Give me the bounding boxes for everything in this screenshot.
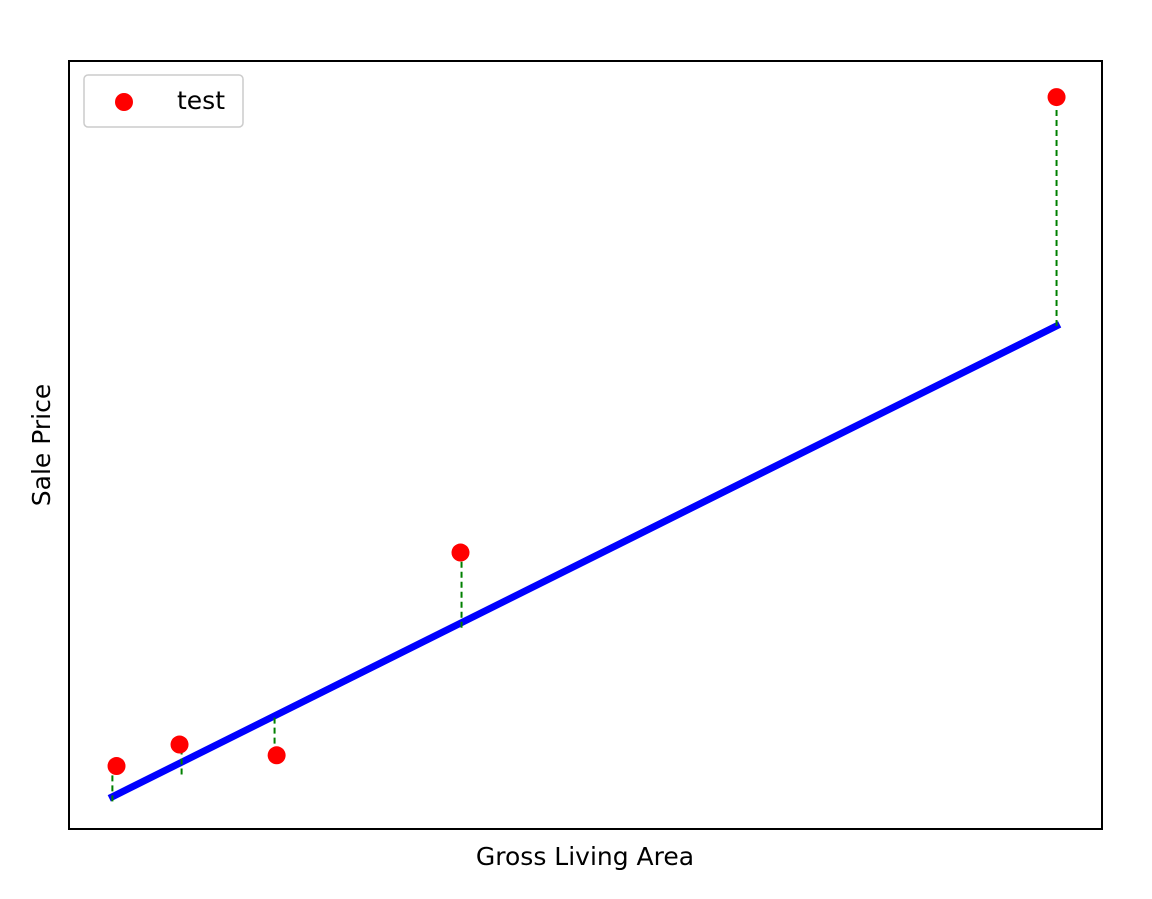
- plot-background: [69, 61, 1102, 829]
- x-axis-label: Gross Living Area: [476, 842, 694, 871]
- y-axis-label: Sale Price: [27, 384, 56, 506]
- data-point: [170, 735, 189, 754]
- legend: test: [83, 74, 244, 128]
- legend-marker: [115, 93, 133, 111]
- data-point: [267, 746, 286, 765]
- regression-layer: [107, 321, 1062, 802]
- legend-box: [83, 74, 244, 128]
- data-point: [451, 543, 470, 562]
- regression-line: [107, 321, 1062, 802]
- data-point: [107, 757, 126, 776]
- data-point: [1047, 88, 1066, 107]
- legend-label: test: [177, 86, 225, 115]
- plot-frame: [68, 60, 1103, 830]
- points-layer: [107, 88, 1066, 776]
